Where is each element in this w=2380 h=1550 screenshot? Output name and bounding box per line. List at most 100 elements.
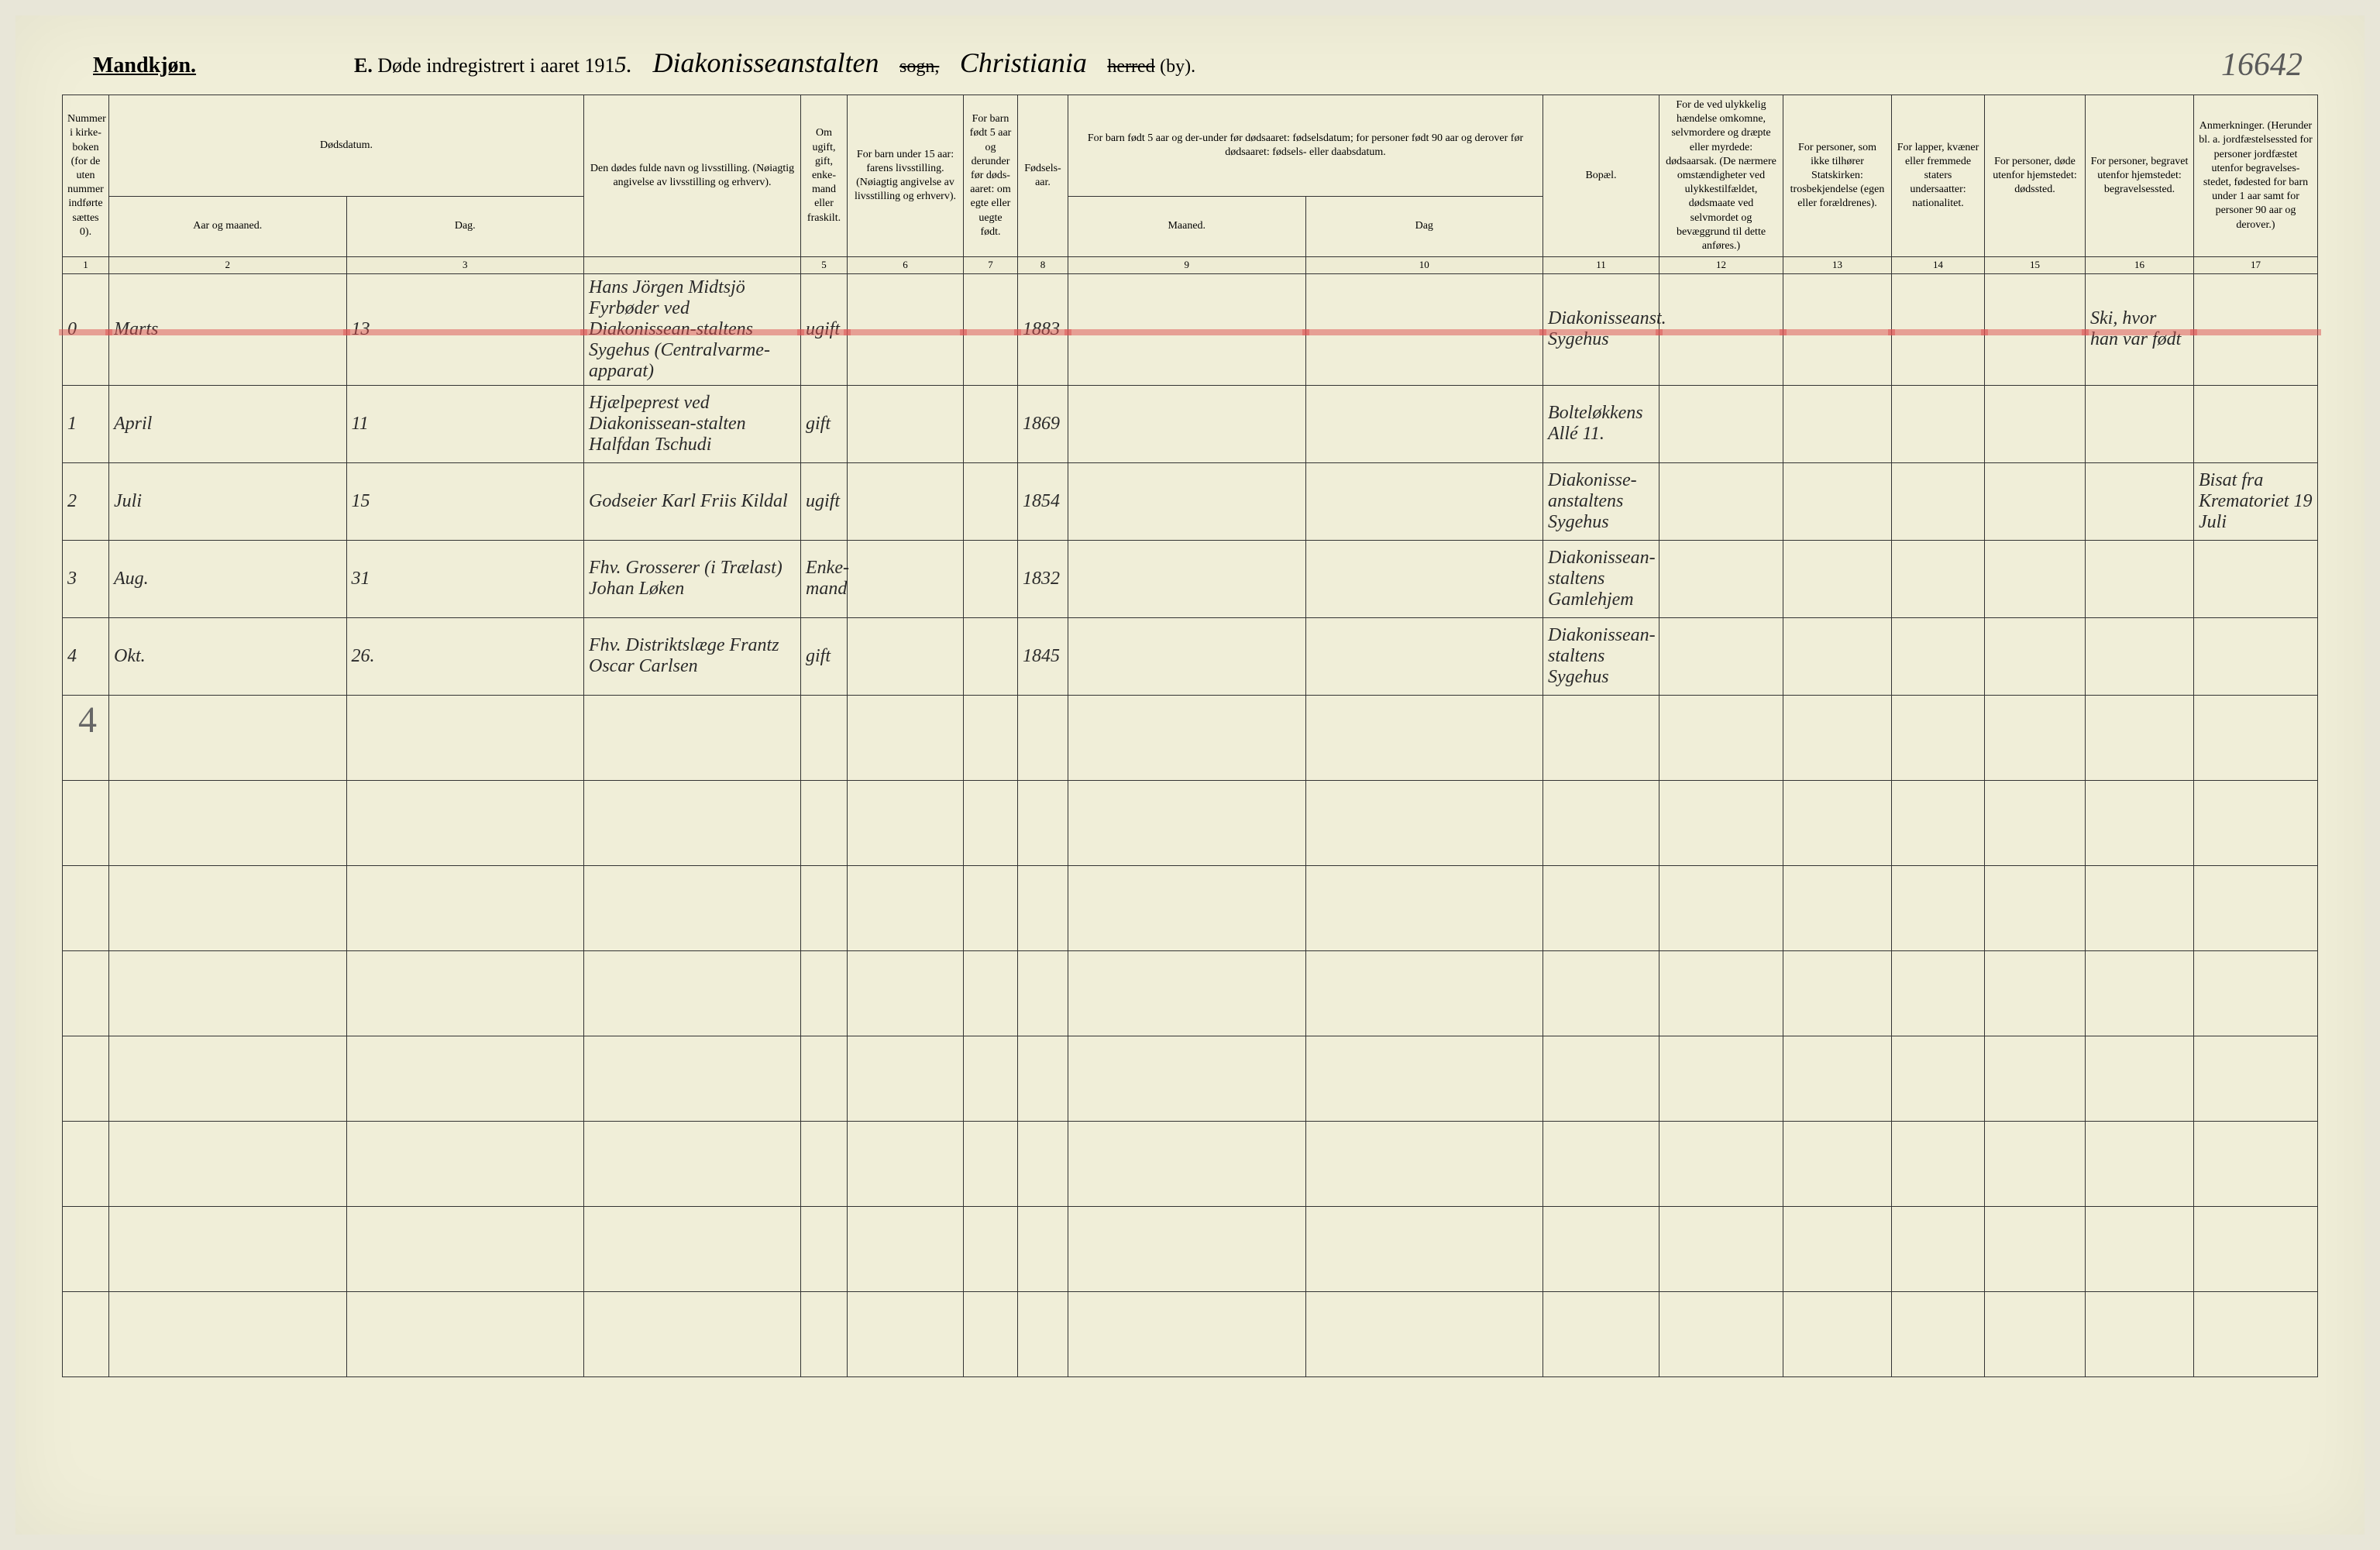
- col-header-birthyear: Fødsels-aar.: [1018, 95, 1068, 257]
- cell-cd: [1305, 540, 1543, 617]
- table-row: 4Okt.26.Fhv. Distriktslæge Frantz Oscar …: [63, 617, 2318, 695]
- empty-cell: [1543, 1291, 1659, 1376]
- red-strikethrough: [1780, 329, 1895, 335]
- empty-cell: [801, 780, 848, 865]
- empty-cell: [848, 1291, 964, 1376]
- cell-bopael: Diakonissean-staltens Gamlehjem: [1543, 540, 1659, 617]
- empty-cell: [1892, 1121, 1985, 1206]
- empty-cell: [848, 950, 964, 1036]
- cell-remarks: [2194, 617, 2318, 695]
- empty-cell: [1305, 695, 1543, 780]
- cell-nation: [1892, 462, 1985, 540]
- empty-cell: [346, 780, 584, 865]
- red-strikethrough: [580, 329, 804, 335]
- colnum: 16: [2086, 257, 2194, 274]
- red-strikethrough: [59, 329, 112, 335]
- colnum: 10: [1305, 257, 1543, 274]
- colnum: 11: [1543, 257, 1659, 274]
- empty-cell: [346, 1121, 584, 1206]
- empty-cell: [1659, 865, 1783, 950]
- cell-burial: Ski, hvor han var født: [2086, 273, 2194, 385]
- empty-cell: [2086, 865, 2194, 950]
- col-header-legit: For barn født 5 aar og derunder før døds…: [964, 95, 1018, 257]
- cell-deathplace: [1985, 617, 2086, 695]
- cell-name: Hans Jörgen Midtsjö Fyrbøder ved Diakoni…: [584, 273, 801, 385]
- empty-cell: [964, 695, 1018, 780]
- red-strikethrough: [1656, 329, 1787, 335]
- empty-cell: [63, 950, 109, 1036]
- empty-cell: [2086, 780, 2194, 865]
- empty-cell: [964, 1121, 1018, 1206]
- gender-label: Mandkjøn.: [93, 53, 196, 78]
- empty-cell: [109, 1036, 347, 1121]
- empty-cell: [584, 695, 801, 780]
- cell-num: 4: [63, 617, 109, 695]
- red-strikethrough: [960, 329, 1021, 335]
- empty-cell: [2194, 1121, 2318, 1206]
- colnum: 14: [1892, 257, 1985, 274]
- cell-marital: Enke-mand: [801, 540, 848, 617]
- col-header-remarks: Anmerkninger. (Herunder bl. a. jordfæste…: [2194, 95, 2318, 257]
- year-suffix: 5.: [615, 52, 633, 77]
- empty-cell: [1543, 865, 1659, 950]
- empty-cell: [584, 1291, 801, 1376]
- empty-cell: [848, 865, 964, 950]
- empty-cell: [63, 865, 109, 950]
- empty-cell: [1783, 865, 1892, 950]
- colnum: 5: [801, 257, 848, 274]
- empty-cell: [1892, 1206, 1985, 1291]
- red-strikethrough: [2190, 329, 2321, 335]
- empty-cell: [109, 1291, 347, 1376]
- cell-name: Godseier Karl Friis Kildal: [584, 462, 801, 540]
- cell-remarks: Bisat fra Krematoriet 19 Juli: [2194, 462, 2318, 540]
- empty-row: [63, 1291, 2318, 1376]
- empty-cell: [2194, 1291, 2318, 1376]
- empty-row: [63, 950, 2318, 1036]
- cell-legit: [964, 385, 1018, 462]
- cell-marital: gift: [801, 385, 848, 462]
- empty-cell: [1543, 780, 1659, 865]
- register-page: 16642 Mandkjøn. E. Døde indregistrert i …: [15, 15, 2365, 1535]
- empty-cell: [109, 950, 347, 1036]
- cell-father: [848, 462, 964, 540]
- cell-marital: gift: [801, 617, 848, 695]
- red-strikethrough: [844, 329, 967, 335]
- empty-cell: [1543, 1121, 1659, 1206]
- empty-cell: [2194, 865, 2318, 950]
- cell-remarks: [2194, 540, 2318, 617]
- empty-cell: [346, 1291, 584, 1376]
- cell-marital: ugift: [801, 273, 848, 385]
- cell-deathplace: [1985, 385, 2086, 462]
- empty-cell: [1068, 865, 1306, 950]
- cell-cm: [1068, 617, 1306, 695]
- colnum: 6: [848, 257, 964, 274]
- empty-cell: [848, 1036, 964, 1121]
- cell-month: Marts: [109, 273, 347, 385]
- empty-cell: [1985, 695, 2086, 780]
- empty-cell: [346, 865, 584, 950]
- empty-cell: [848, 780, 964, 865]
- empty-cell: [109, 865, 347, 950]
- empty-cell: [801, 1036, 848, 1121]
- cell-remarks: [2194, 273, 2318, 385]
- empty-cell: [1783, 1121, 1892, 1206]
- empty-cell: [1018, 695, 1068, 780]
- empty-cell: [109, 780, 347, 865]
- empty-cell: [1543, 950, 1659, 1036]
- cell-burial: [2086, 462, 2194, 540]
- col-header-father: For barn under 15 aar: farens livsstilli…: [848, 95, 964, 257]
- table-row: 3Aug.31Fhv. Grosserer (i Trælast) Johan …: [63, 540, 2318, 617]
- page-header: Mandkjøn. E. Døde indregistrert i aaret …: [62, 46, 2318, 79]
- cell-cd: [1305, 385, 1543, 462]
- empty-cell: [848, 1206, 964, 1291]
- empty-cell: [1068, 950, 1306, 1036]
- cell-cause: [1659, 273, 1783, 385]
- empty-cell: [1783, 1291, 1892, 1376]
- cell-month: Okt.: [109, 617, 347, 695]
- cell-birth: 1832: [1018, 540, 1068, 617]
- empty-cell: [801, 1291, 848, 1376]
- colnum: 3: [346, 257, 584, 274]
- empty-cell: [584, 865, 801, 950]
- red-strikethrough: [1981, 329, 2089, 335]
- empty-cell: [1018, 780, 1068, 865]
